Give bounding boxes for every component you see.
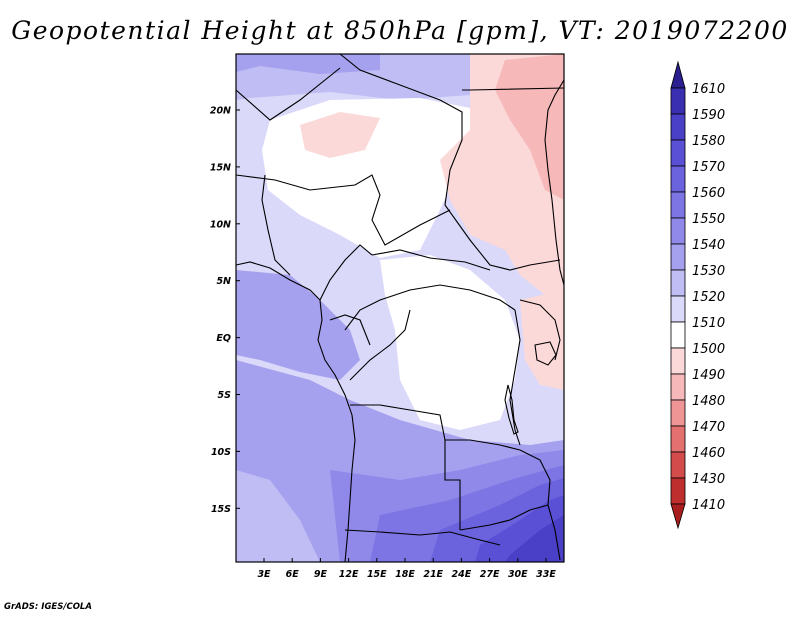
lat-label: 20N: [210, 106, 231, 117]
lon-label: 12E: [339, 569, 359, 580]
lat-label: 10S: [211, 447, 231, 458]
field-south-1590: [505, 515, 564, 562]
lon-label: 27E: [480, 569, 500, 580]
border-uganda: [519, 299, 561, 361]
lat-label: 15S: [211, 504, 231, 515]
border-mozambique: [519, 449, 561, 561]
colorbar-label: 1540: [692, 238, 725, 253]
colorbar-segment: [670, 477, 686, 505]
border-gabon: [329, 314, 371, 346]
colorbar-label: 1480: [692, 394, 725, 409]
border-car: [371, 249, 491, 271]
lon-label: 21E: [423, 569, 443, 580]
colorbar-top-triangle: [670, 60, 686, 89]
lat-label: EQ: [216, 333, 231, 344]
border-north: [236, 67, 341, 121]
colorbar-segment: [670, 451, 686, 479]
colorbar-segment: [670, 425, 686, 453]
coastline-west: [236, 261, 356, 562]
colorbar-segment: [670, 139, 686, 167]
colorbar-segment: [670, 347, 686, 375]
lat-label: 10N: [210, 219, 231, 230]
map-title: Geopotential Height at 850hPa [gpm], VT:…: [11, 16, 789, 45]
border-zambia-south: [459, 504, 549, 531]
field-gulf-blue: [236, 270, 360, 380]
colorbar-label: 1490: [692, 368, 725, 383]
lon-label: 3E: [257, 569, 271, 580]
lake-tanganyika: [504, 384, 519, 435]
colorbar-segment: [670, 113, 686, 141]
border-cameroon: [319, 244, 373, 301]
colorbar-label: 1530: [692, 264, 725, 279]
colorbar-label: 1520: [692, 290, 725, 305]
field-west-pink: [300, 112, 380, 158]
border-namibia: [344, 529, 501, 546]
height-field: [236, 54, 564, 562]
lake-victoria: [534, 341, 557, 366]
lon-label: 15E: [367, 569, 387, 580]
lon-label: 33E: [536, 569, 556, 580]
colorbar-bottom-triangle: [670, 503, 686, 530]
country-borders: [236, 54, 564, 562]
field-east-pink-deep: [495, 54, 564, 200]
border-libya-chad: [339, 54, 463, 206]
colorbar-label: 1570: [692, 160, 725, 175]
border-sudan: [462, 87, 564, 91]
credit-text: GrADS: IGES/COLA: [4, 602, 92, 612]
lon-label: 6E: [286, 569, 300, 580]
border-congo-river: [349, 309, 411, 381]
field-southwest-light: [236, 470, 320, 562]
lat-label: 5N: [216, 276, 231, 287]
border-nigeria: [261, 174, 291, 276]
field-lakes-pink: [520, 290, 564, 390]
colorbar-label: 1410: [692, 498, 725, 513]
colorbar-label: 1510: [692, 316, 725, 331]
colorbar-label: 1460: [692, 446, 725, 461]
longitude-axis: 3E 6E 9E 12E 15E 18E 21E 24E 27E 30E 33E: [257, 558, 556, 580]
colorbar: 1610 1590 1580 1570 1560 1550 1540 1530 1520 1510…: [670, 60, 725, 530]
colorbar-segment: [670, 295, 686, 323]
colorbar-segment: [670, 191, 686, 219]
map-frame: [235, 53, 565, 563]
colorbar-segment: [670, 373, 686, 401]
colorbar-segment: [670, 321, 686, 349]
border-chad-sudan: [444, 204, 561, 271]
latitude-axis: 20N 15N 10N 5N EQ 5S 10S 15S: [210, 106, 240, 515]
colorbar-label: 1560: [692, 186, 725, 201]
colorbar-label: 1430: [692, 472, 725, 487]
field-north-blue-deep: [236, 54, 380, 74]
colorbar-segment: [670, 217, 686, 245]
border-congo-north: [344, 284, 516, 331]
colorbar-segment: [670, 243, 686, 271]
field-central-white: [380, 255, 520, 430]
lat-label: 5S: [218, 390, 232, 401]
colorbar-label: 1550: [692, 212, 725, 227]
border-angola-zambia: [444, 440, 461, 530]
colorbar-segment: [670, 87, 686, 115]
lon-label: 9E: [314, 569, 328, 580]
lon-label: 18E: [395, 569, 415, 580]
colorbar-segment: [670, 165, 686, 193]
border-sahel: [236, 174, 451, 246]
colorbar-label: 1500: [692, 342, 725, 357]
lon-label: 30E: [508, 569, 528, 580]
border-angola-drc: [350, 404, 521, 451]
lat-label: 15N: [210, 162, 231, 173]
colorbar-segment: [670, 399, 686, 427]
colorbar-segment: [670, 269, 686, 297]
colorbar-label: 1580: [692, 134, 725, 149]
colorbar-label: 1610: [692, 82, 725, 97]
lon-label: 24E: [452, 569, 472, 580]
colorbar-label: 1470: [692, 420, 725, 435]
colorbar-label: 1590: [692, 108, 725, 123]
